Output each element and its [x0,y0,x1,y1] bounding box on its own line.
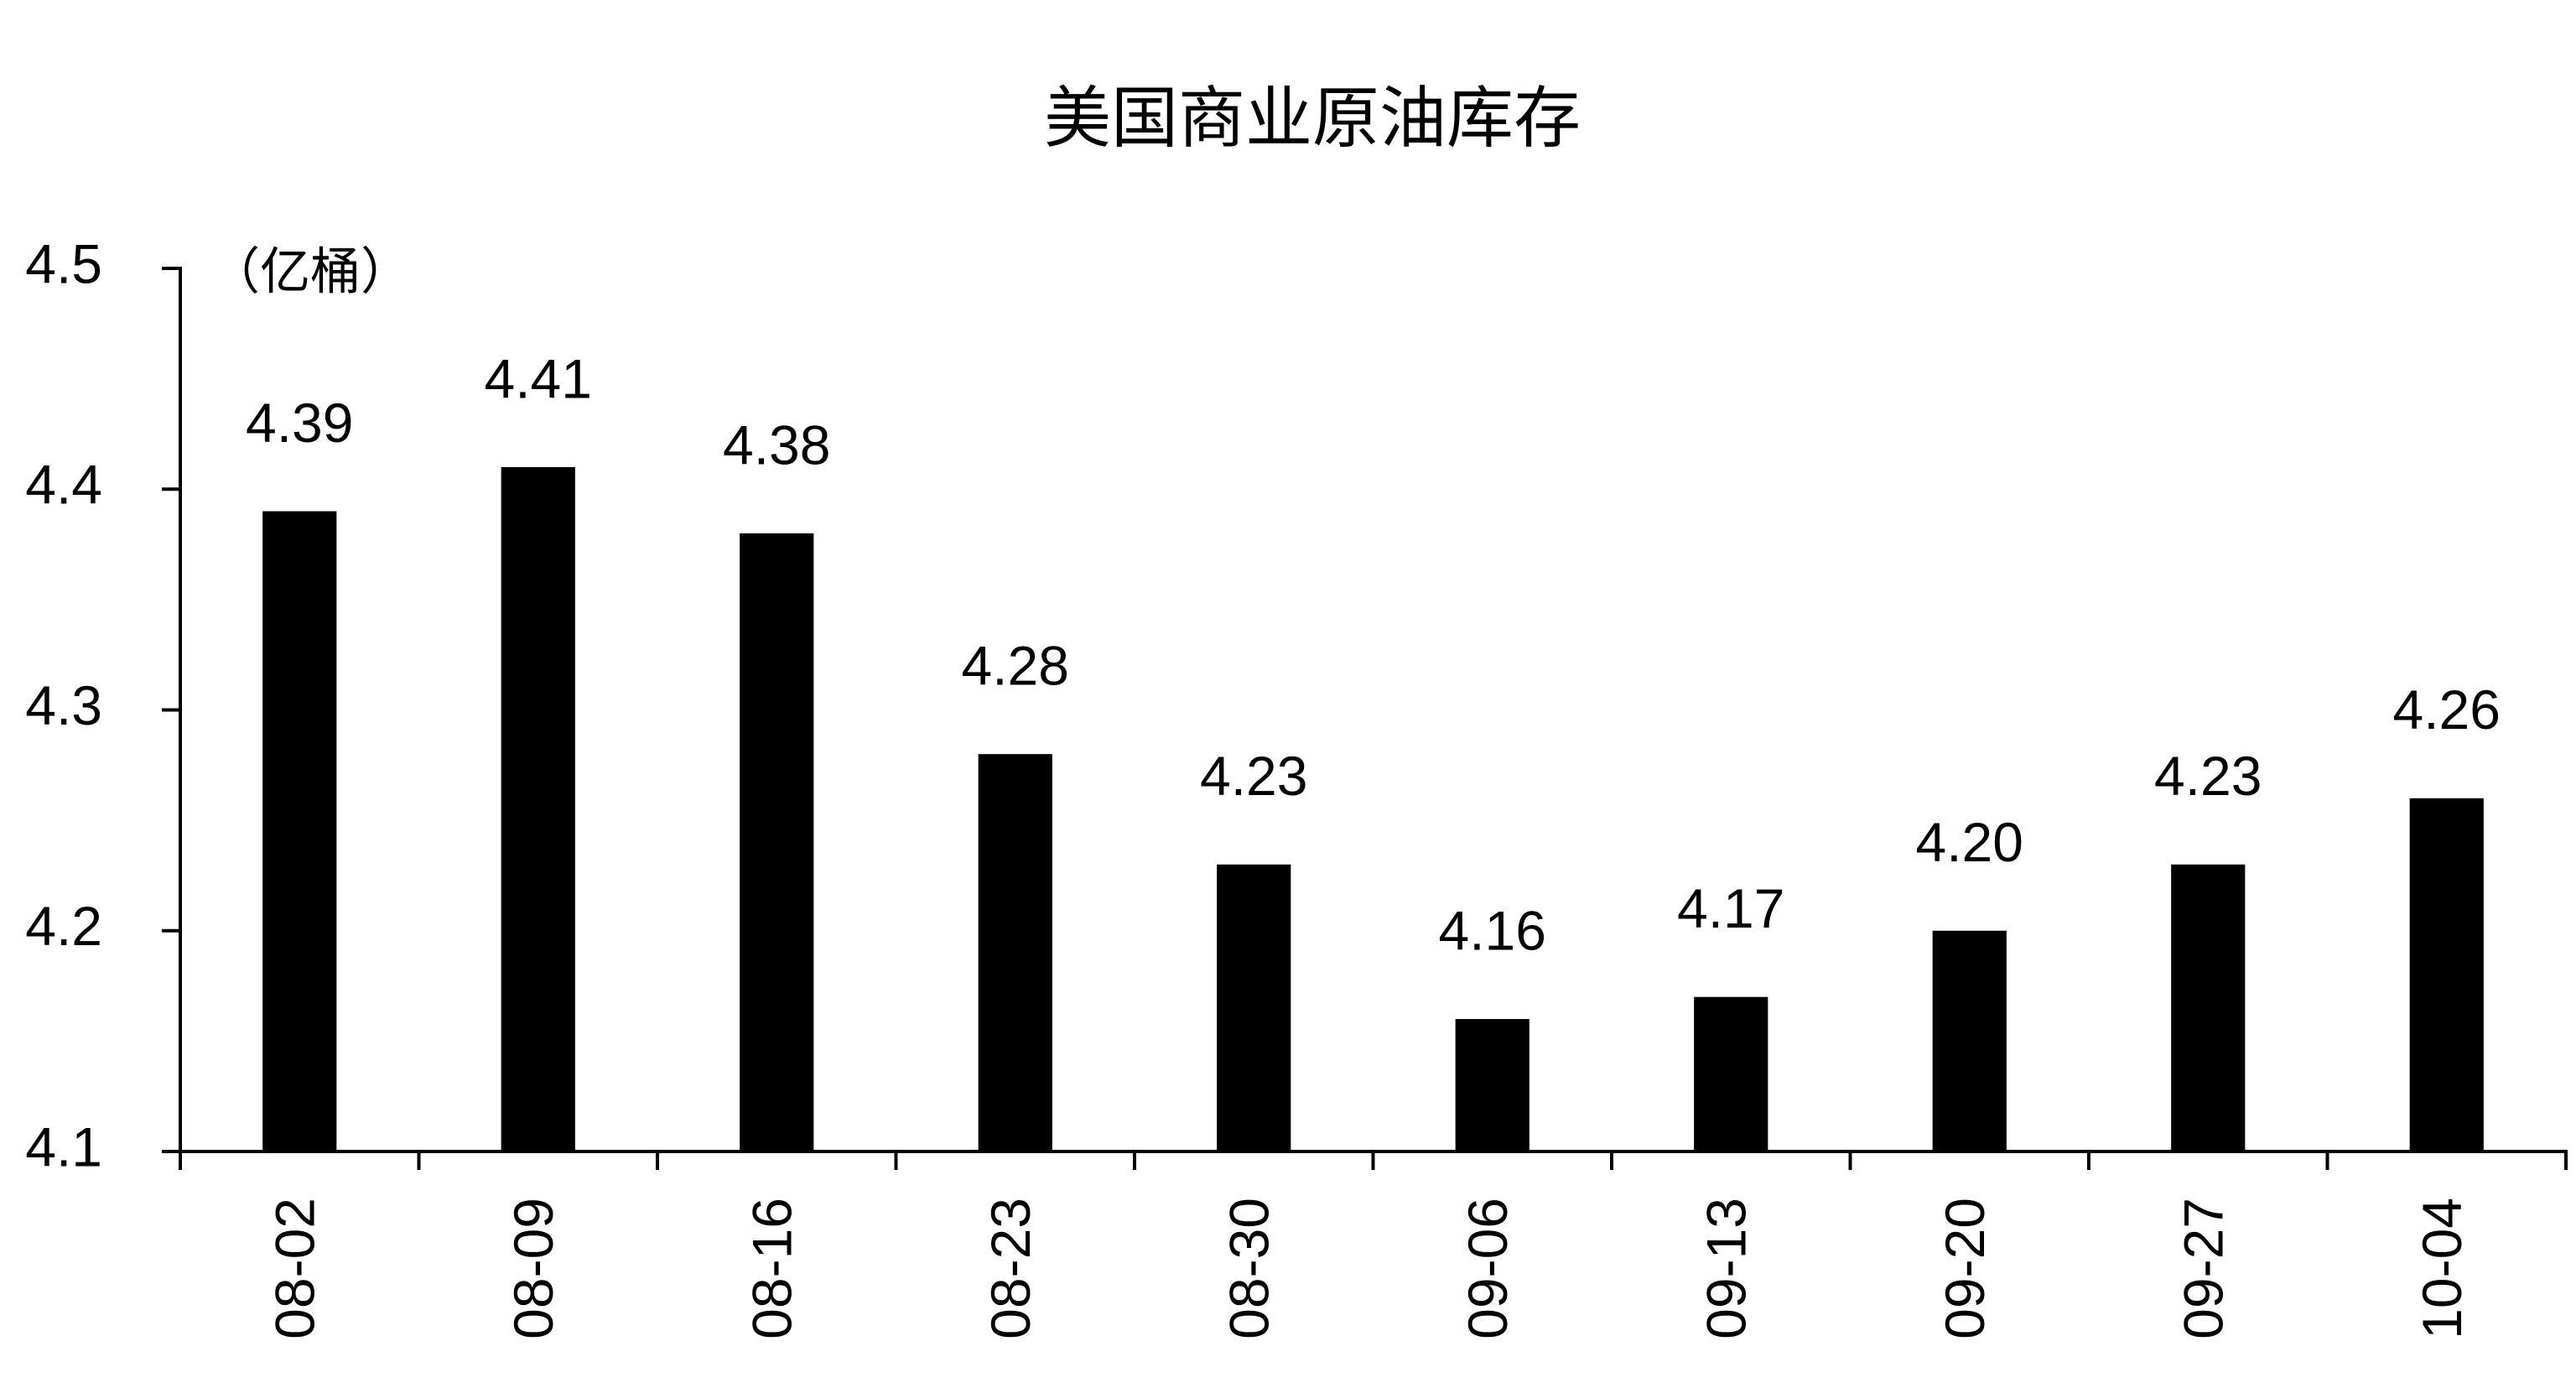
data-label: 4.26 [2393,678,2501,741]
chart-title: 美国商业原油库存 [1044,82,1581,156]
bar [501,466,575,1151]
data-label: 4.23 [2154,745,2262,807]
y-tick-label: 4.3 [25,674,102,736]
data-label: 4.20 [1916,811,2023,873]
y-tick-label: 4.5 [25,232,102,294]
bar [1217,864,1291,1151]
bar [1932,930,2007,1151]
bar [2409,798,2484,1151]
y-tick-label: 4.1 [25,1115,102,1177]
data-label: 4.41 [485,347,592,409]
x-tick-label: 09-27 [2173,1198,2235,1339]
x-tick-label: 08-09 [502,1198,564,1339]
data-label: 4.17 [1677,877,1784,939]
data-label: 4.39 [246,392,353,454]
bar [740,533,814,1151]
y-axis-label: （亿桶） [210,243,411,302]
x-tick-label: 08-02 [264,1198,326,1339]
data-label: 4.23 [1200,745,1307,807]
bar [2171,864,2246,1151]
x-tick-label: 08-23 [979,1198,1041,1339]
x-tick-label: 10-04 [2411,1198,2473,1339]
data-label: 4.38 [723,413,830,476]
bar [1694,996,1768,1151]
bar [262,511,337,1151]
x-tick-label: 09-06 [1457,1198,1519,1339]
x-tick-label: 09-13 [1696,1198,1758,1339]
x-tick-label: 09-20 [1934,1198,1996,1339]
x-tick-label: 08-30 [1218,1198,1280,1339]
x-tick-label: 08-16 [741,1198,803,1339]
bar [1455,1019,1530,1151]
bar [978,754,1052,1151]
y-tick-label: 4.2 [25,895,102,957]
data-label: 4.28 [962,635,1069,697]
data-label: 4.16 [1439,899,1546,961]
y-tick-label: 4.4 [25,454,102,516]
